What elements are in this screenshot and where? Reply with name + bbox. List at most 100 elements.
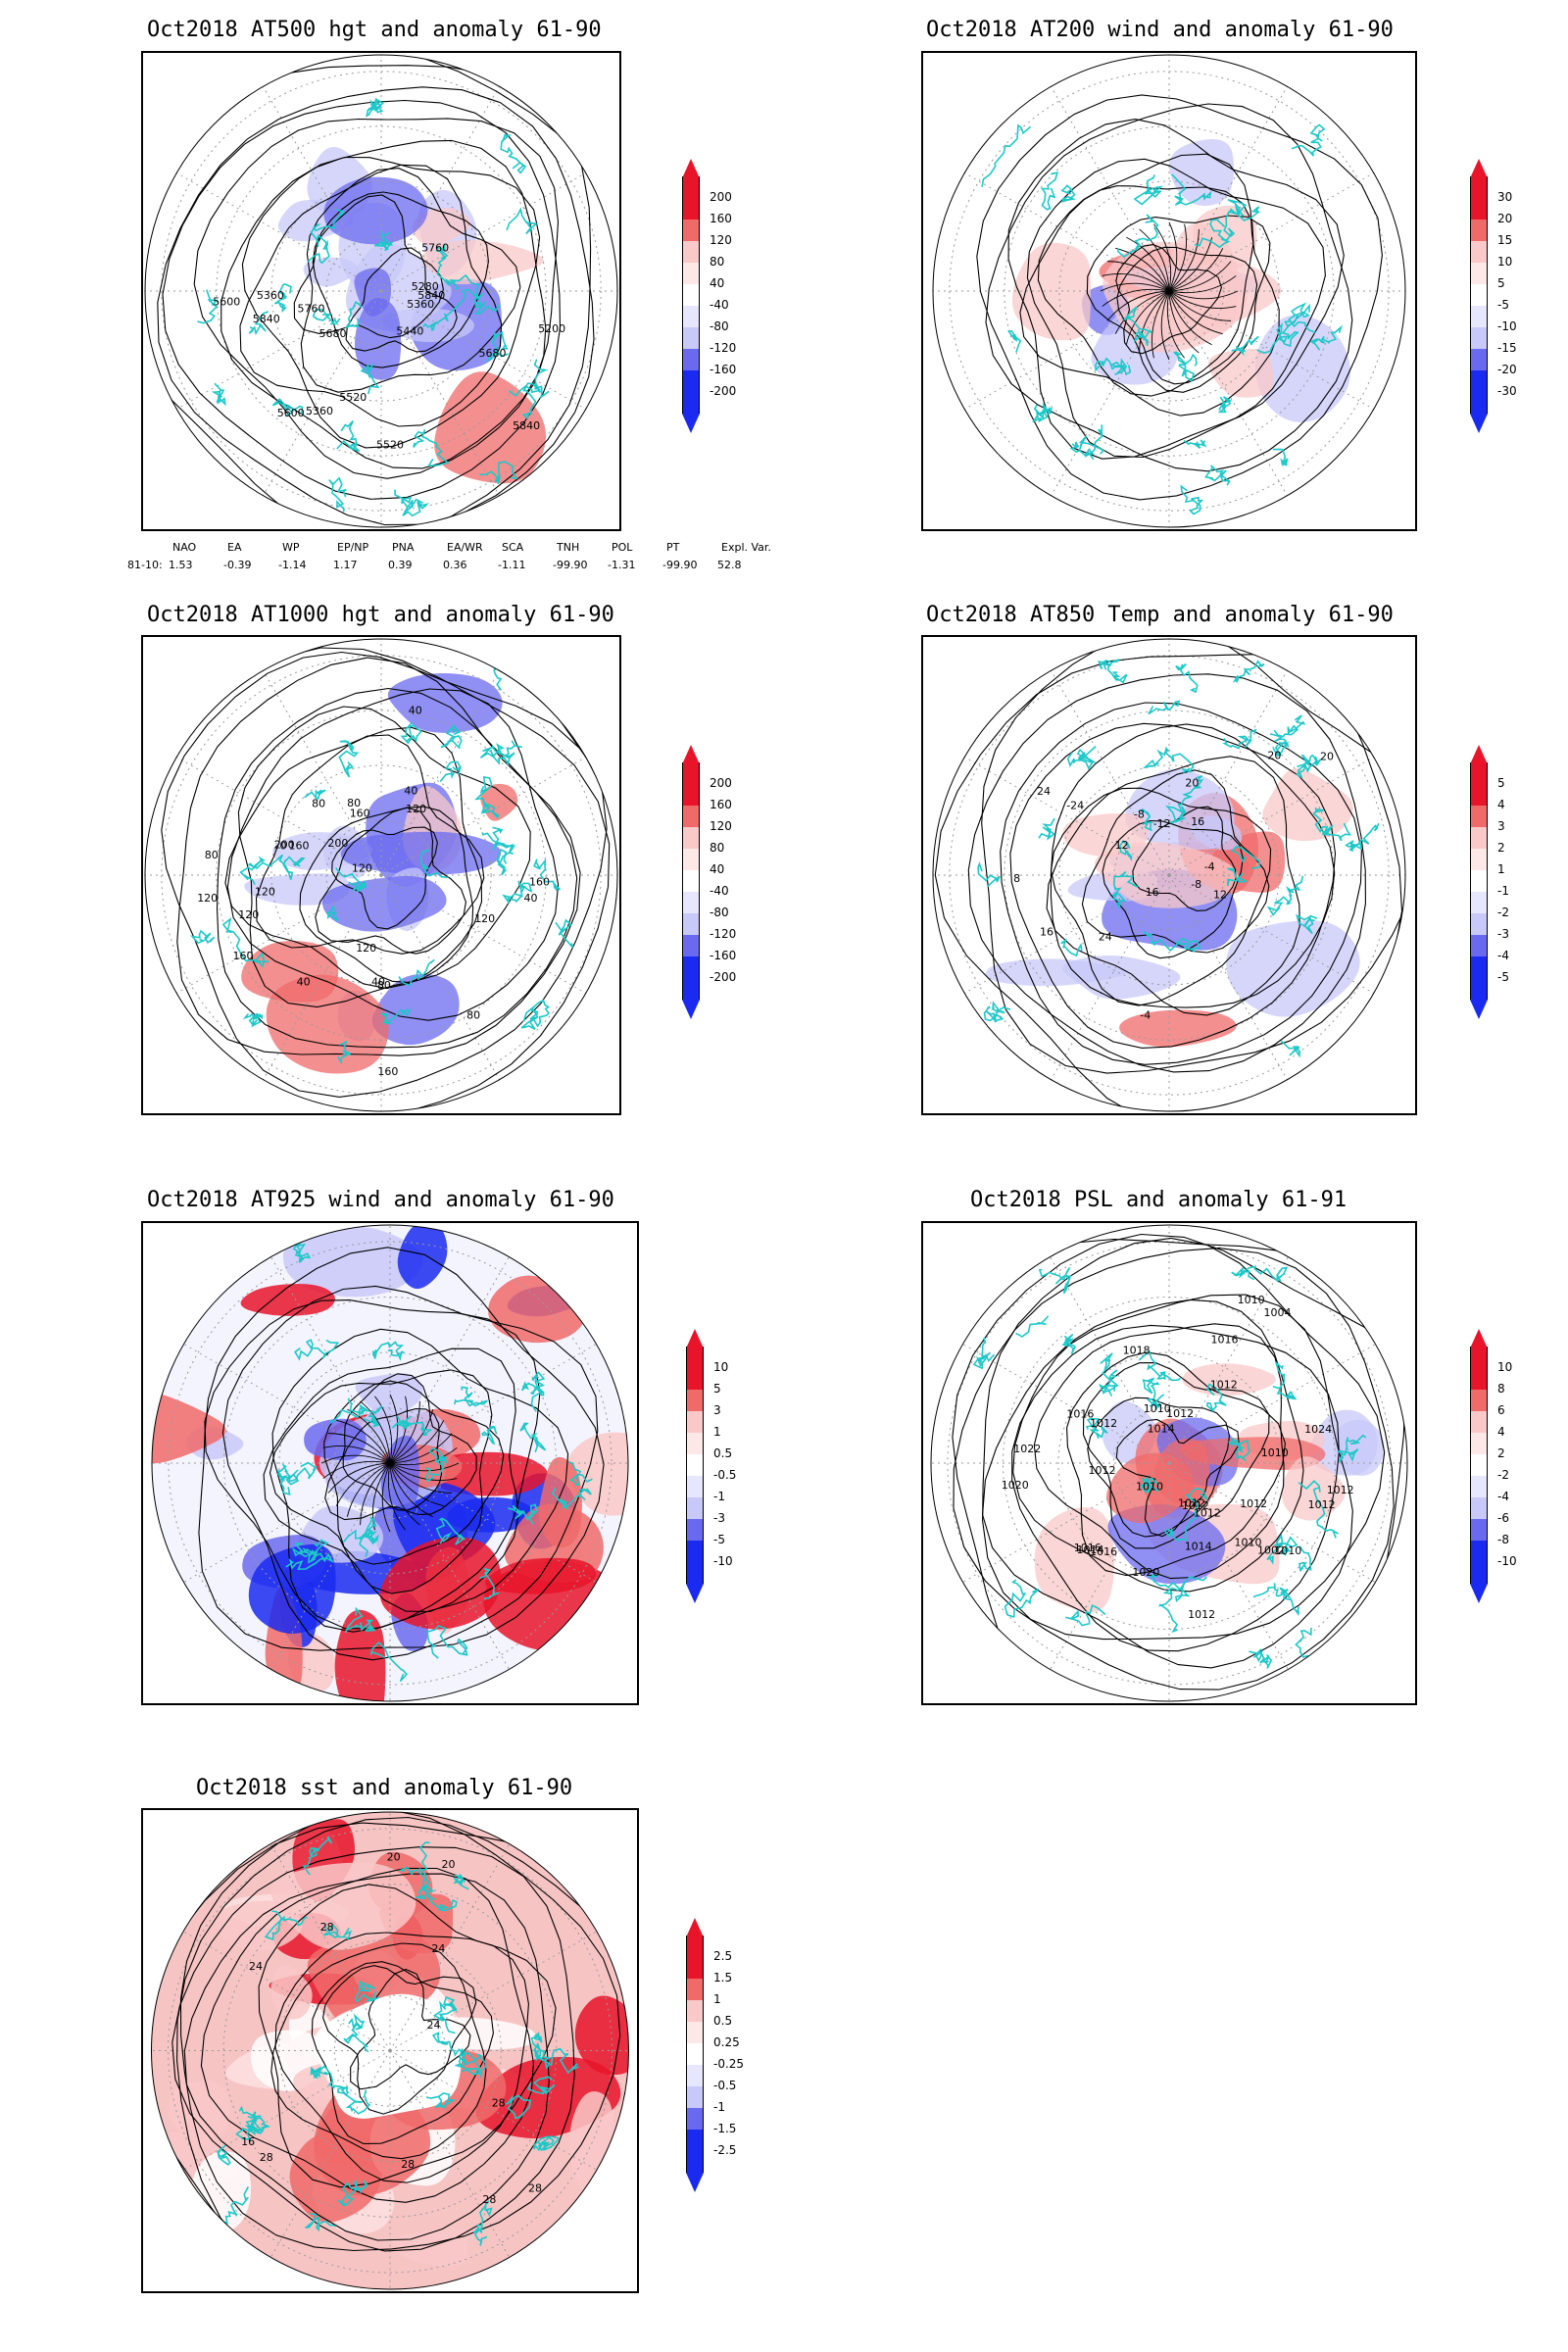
coastline	[1015, 1315, 1050, 1338]
coastline	[425, 1446, 448, 1483]
colorbar-segment	[686, 1390, 704, 1411]
coastline	[1086, 1417, 1108, 1440]
teleconnection-header: Expl. Var.	[721, 541, 771, 554]
anomaly-shading	[1182, 1363, 1276, 1396]
colorbar-tick-label: -40	[710, 298, 729, 312]
contour-label: 120	[352, 862, 372, 875]
colorbar-tick-label: -1	[1497, 884, 1509, 898]
colorbar-tick-label: -5	[713, 1533, 725, 1546]
streamline	[1125, 290, 1170, 345]
coastline	[479, 1567, 500, 1599]
teleconnection-value: -1.14	[278, 559, 307, 571]
colorbar-segment	[686, 2000, 704, 2022]
colorbar-tick-label: -0.25	[713, 2057, 745, 2071]
coastline	[242, 1012, 263, 1028]
streamline	[389, 1462, 453, 1494]
contour-line	[258, 1884, 557, 2188]
colorbar-tick-label: 120	[710, 233, 732, 247]
streamline	[1106, 290, 1170, 321]
colorbar-segment	[682, 978, 700, 1000]
contour-label: 5600	[213, 296, 240, 309]
panel-title: Oct2018 AT850 Temp and anomaly 61-90	[926, 603, 1394, 627]
colorbar-tick-label: 200	[710, 776, 732, 790]
contour-label: 40	[371, 976, 385, 989]
streamline	[1126, 236, 1170, 292]
streamline	[336, 1419, 391, 1464]
anomaly-shading	[152, 1393, 226, 1464]
colorbar-segment	[1470, 198, 1488, 220]
anomaly-shading	[340, 831, 502, 875]
contour-label: 16	[1040, 925, 1054, 938]
colorbar-segment	[1470, 827, 1488, 849]
contour-label: -4	[1204, 860, 1215, 873]
anomaly-shading	[304, 1418, 367, 1461]
contour-label: 28	[401, 2158, 415, 2171]
colorbar-segment	[686, 1519, 704, 1541]
colorbar-segment	[1470, 978, 1488, 1000]
coastline	[402, 501, 430, 517]
contour-line	[1081, 769, 1270, 954]
contour-label: 1010	[1261, 1446, 1289, 1459]
colorbar-tick-label: -6	[1497, 1511, 1509, 1525]
streamline	[1168, 223, 1187, 292]
coastline	[1060, 1333, 1077, 1355]
colorbar-tick-label: 10	[1497, 1360, 1513, 1374]
coastline	[486, 330, 509, 364]
colorbar-segment	[1470, 806, 1488, 827]
colorbar-tick-label: 4	[1497, 1425, 1505, 1439]
coastline	[328, 476, 347, 513]
colorbar-tick-label: -1	[713, 1490, 725, 1503]
colorbar-segment	[686, 2065, 704, 2086]
anomaly-shading	[266, 974, 389, 1074]
contour-label: -12	[1153, 817, 1171, 830]
coastline	[1148, 1574, 1186, 1592]
contour-line	[162, 99, 562, 500]
colorbar-segment	[686, 2022, 704, 2043]
coastline	[1078, 424, 1103, 461]
streamline	[389, 1396, 408, 1464]
colorbar-segment	[682, 176, 700, 198]
teleconnection-value: 0.36	[443, 559, 467, 571]
streamline	[1100, 282, 1170, 292]
colorbar-max-arrow	[1470, 1329, 1488, 1348]
contour-line	[982, 1294, 1353, 1669]
contour-label: 20	[387, 1851, 401, 1864]
coastline	[507, 1503, 539, 1525]
streamline	[1168, 275, 1237, 294]
contour-label: 5600	[277, 407, 305, 419]
contour-label: 120	[238, 908, 259, 921]
anomaly-shading	[1281, 1456, 1346, 1521]
colorbar-segment	[682, 284, 700, 306]
coastline	[1272, 448, 1289, 467]
contour-line	[331, 826, 438, 930]
streamline	[198, 1247, 605, 1651]
colorbar-segment	[682, 870, 700, 892]
coastline	[1291, 123, 1326, 157]
contour-label: 28	[482, 2193, 496, 2206]
colorbar-segment	[1470, 1454, 1488, 1476]
coastline	[338, 740, 360, 778]
coastline	[551, 1488, 592, 1510]
teleconnection-value: 52.8	[717, 559, 742, 571]
contour-line	[350, 1968, 471, 2090]
streamline	[389, 1462, 458, 1481]
streamline	[335, 1462, 391, 1506]
colorbar-tick-label: -3	[1497, 927, 1509, 941]
contour-label: 1012	[1194, 1507, 1221, 1520]
coastline	[258, 854, 306, 880]
coastline	[380, 1008, 412, 1025]
anomaly-shading	[371, 974, 460, 1046]
contour-label: 40	[409, 705, 422, 717]
streamline	[389, 1462, 444, 1507]
colorbar-tick-label: 15	[1497, 233, 1513, 247]
contour-label: 80	[347, 797, 361, 809]
coastline	[1227, 867, 1248, 887]
contour-label: 200	[327, 837, 348, 850]
contour-label: 1016	[1074, 1542, 1102, 1554]
contour-label: 120	[197, 892, 218, 905]
colorbar-min-arrow	[682, 414, 700, 433]
coastline	[190, 929, 216, 945]
contour-label: 80	[377, 979, 391, 992]
streamline	[1114, 290, 1170, 334]
contour-label: 16	[241, 2135, 255, 2148]
